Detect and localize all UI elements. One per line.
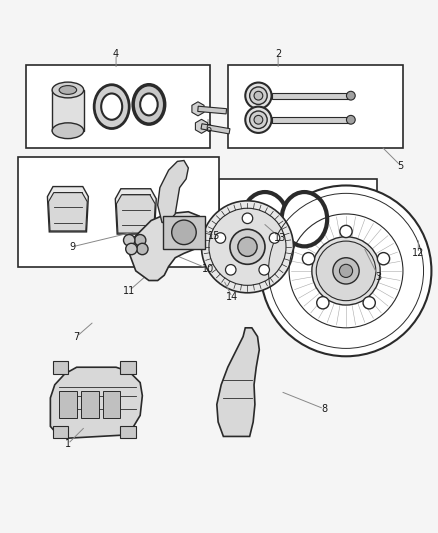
Ellipse shape <box>254 115 263 124</box>
Ellipse shape <box>317 297 329 309</box>
Polygon shape <box>195 119 208 133</box>
Text: 9: 9 <box>69 242 75 252</box>
Polygon shape <box>53 361 68 374</box>
Polygon shape <box>272 93 351 99</box>
Polygon shape <box>117 183 128 190</box>
Ellipse shape <box>340 225 352 238</box>
Ellipse shape <box>215 233 226 243</box>
Bar <box>18 157 219 266</box>
Text: 15: 15 <box>208 231 221 241</box>
Ellipse shape <box>201 201 293 293</box>
Bar <box>228 65 403 148</box>
Ellipse shape <box>333 258 359 284</box>
Text: 10: 10 <box>202 264 214 273</box>
Ellipse shape <box>209 208 286 285</box>
Ellipse shape <box>133 85 165 124</box>
Polygon shape <box>217 328 259 437</box>
Ellipse shape <box>226 264 236 275</box>
Polygon shape <box>201 124 230 134</box>
Text: 12: 12 <box>412 248 424 259</box>
Ellipse shape <box>59 86 77 94</box>
Polygon shape <box>53 426 68 438</box>
Polygon shape <box>144 183 154 190</box>
Text: 6: 6 <box>205 124 211 134</box>
Text: 4: 4 <box>113 49 119 59</box>
Ellipse shape <box>312 237 380 305</box>
Ellipse shape <box>259 264 269 275</box>
Polygon shape <box>192 102 204 116</box>
Polygon shape <box>49 181 60 188</box>
Ellipse shape <box>242 192 288 246</box>
Polygon shape <box>76 181 86 188</box>
Text: 7: 7 <box>74 332 80 342</box>
Ellipse shape <box>134 235 146 246</box>
Ellipse shape <box>254 91 263 100</box>
Polygon shape <box>47 187 88 232</box>
Ellipse shape <box>172 220 196 245</box>
Polygon shape <box>59 391 77 418</box>
Text: 1: 1 <box>65 439 71 449</box>
Ellipse shape <box>52 123 84 139</box>
Ellipse shape <box>245 107 272 133</box>
Ellipse shape <box>124 235 135 246</box>
Polygon shape <box>81 391 99 418</box>
Polygon shape <box>49 192 87 231</box>
Text: 5: 5 <box>398 161 404 171</box>
Ellipse shape <box>282 192 327 246</box>
Text: 2: 2 <box>275 49 281 59</box>
Ellipse shape <box>269 233 280 243</box>
Polygon shape <box>117 195 155 233</box>
Ellipse shape <box>245 83 272 109</box>
Polygon shape <box>120 361 136 374</box>
Ellipse shape <box>261 185 431 356</box>
Polygon shape <box>163 215 205 249</box>
Ellipse shape <box>140 93 158 115</box>
Bar <box>26 65 210 148</box>
Ellipse shape <box>378 253 390 265</box>
Ellipse shape <box>137 243 148 255</box>
Polygon shape <box>272 117 351 123</box>
Text: 13: 13 <box>274 233 286 243</box>
Polygon shape <box>115 189 156 234</box>
Polygon shape <box>158 160 188 223</box>
Ellipse shape <box>339 264 353 278</box>
Ellipse shape <box>346 91 355 100</box>
Ellipse shape <box>230 229 265 264</box>
Ellipse shape <box>363 297 375 309</box>
Ellipse shape <box>346 115 355 124</box>
Text: 11: 11 <box>123 286 135 296</box>
Polygon shape <box>52 90 84 131</box>
Ellipse shape <box>94 85 129 128</box>
Ellipse shape <box>242 213 253 223</box>
Ellipse shape <box>250 111 267 128</box>
Ellipse shape <box>238 237 257 256</box>
Bar <box>219 179 377 258</box>
Text: 3: 3 <box>376 272 382 282</box>
Text: 14: 14 <box>226 292 238 302</box>
Polygon shape <box>129 212 204 280</box>
Ellipse shape <box>302 253 314 265</box>
Polygon shape <box>198 106 226 114</box>
Ellipse shape <box>316 241 376 301</box>
Text: 8: 8 <box>321 404 327 414</box>
Ellipse shape <box>52 82 84 98</box>
Ellipse shape <box>101 93 122 120</box>
Polygon shape <box>103 391 120 418</box>
Polygon shape <box>120 426 136 438</box>
Polygon shape <box>50 367 142 438</box>
Ellipse shape <box>250 87 267 104</box>
Ellipse shape <box>126 243 137 255</box>
